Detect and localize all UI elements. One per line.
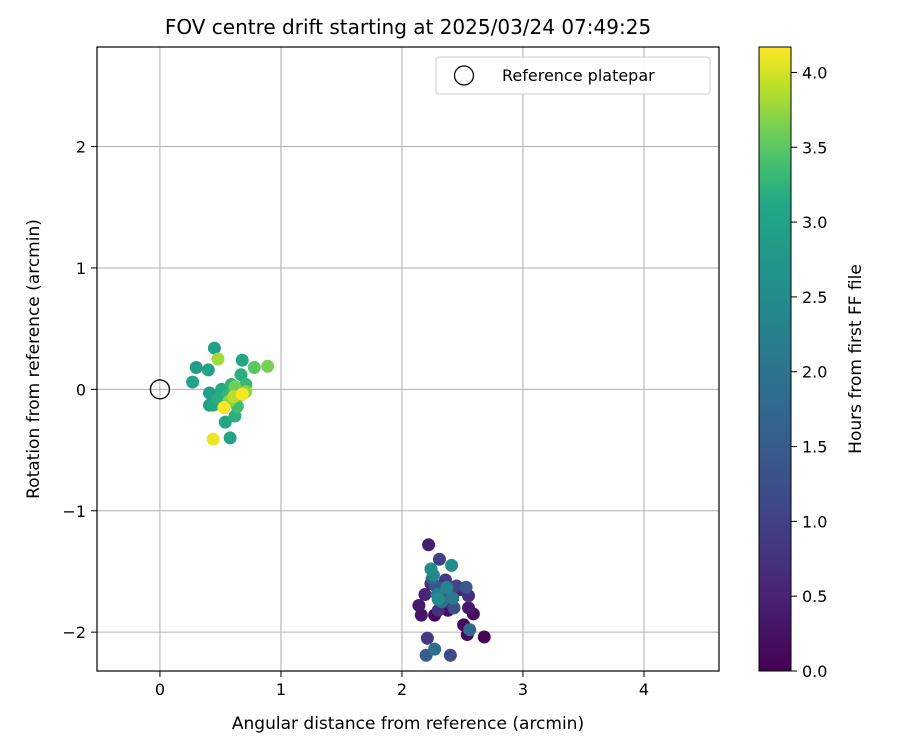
y-axis-label: Rotation from reference (arcmin) [24,219,44,499]
data-point [418,588,432,602]
data-point [462,601,476,615]
data-point [186,375,200,389]
data-point [445,558,459,572]
legend-label-reference: Reference platepar [502,66,655,85]
data-point [412,598,426,612]
data-point [211,352,225,366]
data-point [420,631,434,645]
data-points [186,341,491,662]
legend: Reference platepar [435,56,711,95]
x-tick-label: 4 [639,680,649,699]
colorbar-tick-label: 3.5 [802,138,827,157]
data-point [447,601,461,615]
data-point [459,580,473,594]
grid [97,47,719,671]
data-point [477,630,491,644]
data-point [432,552,446,566]
data-point [207,341,221,355]
colorbar-tick-label: 3.0 [802,213,827,232]
chart-title: FOV centre drift starting at 2025/03/24 … [165,15,651,39]
data-point [424,562,438,576]
data-point [234,368,248,382]
data-point [414,608,428,622]
y-tick-label: 0 [76,380,86,399]
colorbar-label: Hours from first FF file [846,264,866,454]
data-point [223,431,237,445]
y-tick-label: −2 [62,623,86,642]
reference-point [149,379,171,400]
colorbar-tick-label: 1.0 [802,512,827,531]
data-point [235,353,249,367]
colorbar-tick-label: 0.5 [802,587,827,606]
data-point [206,432,220,446]
data-point [189,360,203,374]
legend-marker-reference [453,65,475,86]
data-point [443,648,457,662]
data-point [228,409,242,423]
y-axis-ticks: −2 −1 0 1 2 [62,138,97,642]
x-axis-label: Angular distance from reference (arcmin) [232,714,584,734]
data-point [428,642,442,656]
data-point [261,359,275,373]
x-tick-label: 3 [518,680,528,699]
colorbar: 0.0 0.5 1.0 1.5 2.0 2.5 3.0 3.5 4.0 Hours from f… [758,46,866,681]
data-point [463,623,477,637]
data-point [247,360,261,374]
data-point [218,415,232,429]
colorbar-frame [758,46,792,672]
data-point [235,387,249,401]
y-tick-label: −1 [62,502,86,521]
data-point [440,580,454,594]
data-point [431,592,445,606]
legend-box [435,56,711,95]
colorbar-tick-label: 1.5 [802,438,827,457]
colorbar-ticks: 0.0 0.5 1.0 1.5 2.0 2.5 3.0 3.5 4.0 [791,63,827,681]
reference-layer [149,379,171,400]
data-point [446,591,460,605]
colorbar-tick-label: 2.5 [802,288,827,307]
y-tick-label: 2 [76,138,86,157]
data-point [201,363,215,377]
x-axis-ticks: 0 1 2 3 4 [155,671,649,699]
y-tick-label: 1 [76,259,86,278]
x-tick-label: 1 [276,680,286,699]
colorbar-gradient [759,47,791,671]
data-point [449,579,463,593]
colorbar-tick-label: 4.0 [802,63,827,82]
colorbar-tick-label: 2.0 [802,363,827,382]
data-point [217,401,231,415]
x-tick-label: 0 [155,680,165,699]
x-tick-label: 2 [397,680,407,699]
colorbar-tick-label: 0.0 [802,662,827,681]
plot-frame [96,46,720,672]
data-point [422,538,436,552]
